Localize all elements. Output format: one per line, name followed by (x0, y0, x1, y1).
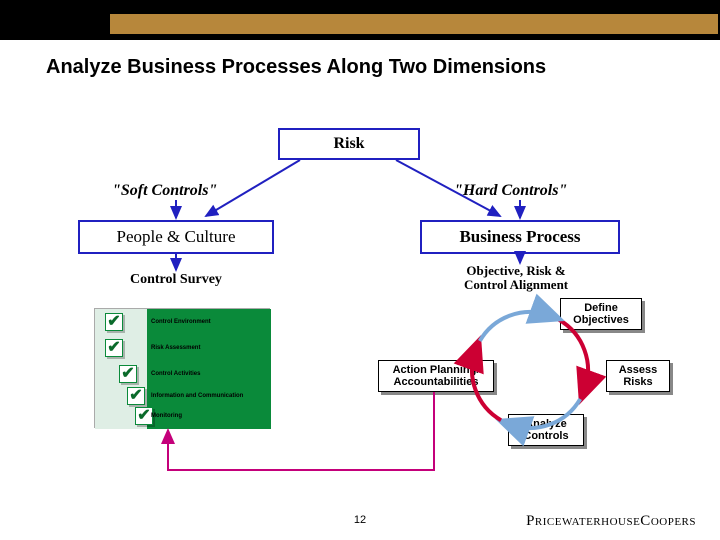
hard-controls-text: "Hard Controls" (454, 182, 567, 199)
orc-line1: Objective, Risk & (466, 263, 565, 278)
coso-item-label: Risk Assessment (151, 345, 200, 351)
coso-item-label: Control Activities (151, 371, 200, 377)
connectors-svg (0, 0, 720, 540)
risk-label: Risk (333, 135, 364, 153)
people-culture-label: People & Culture (117, 227, 236, 247)
orc-alignment-label: Objective, Risk & Control Alignment (464, 264, 568, 293)
check-icon: ✔ (119, 365, 137, 383)
business-process-box: Business Process (420, 220, 620, 254)
header-band (0, 0, 720, 40)
check-icon: ✔ (105, 339, 123, 357)
coso-item-label: Control Environment (151, 319, 211, 325)
control-survey-label: Control Survey (130, 272, 222, 288)
coso-graphic: ✔ Control Environment ✔ Risk Assessment ✔ Con… (94, 308, 270, 428)
cycle-assess-risks: AssessRisks (606, 360, 670, 392)
business-process-label: Business Process (459, 227, 580, 247)
cycle-define-objectives: DefineObjectives (560, 298, 642, 330)
check-icon: ✔ (127, 387, 145, 405)
hard-controls-heading: "Hard Controls" (454, 182, 567, 200)
page-title: Analyze Business Processes Along Two Dim… (46, 56, 546, 79)
page-number: 12 (354, 514, 366, 526)
orc-line2: Control Alignment (464, 277, 568, 292)
soft-controls-heading: "Soft Controls" (112, 182, 217, 200)
brand-footer: PricewaterhouseCoopers (526, 513, 696, 530)
risk-box: Risk (278, 128, 420, 160)
cycle-analyze-controls: AnalyzeControls (508, 414, 584, 446)
coso-right-panel (147, 309, 271, 429)
check-icon: ✔ (105, 313, 123, 331)
soft-controls-text: "Soft Controls" (112, 182, 217, 199)
cycle-action-planning: Action Planning/Accountabilities (378, 360, 494, 392)
coso-item-label: Monitoring (151, 413, 182, 419)
people-culture-box: People & Culture (78, 220, 274, 254)
control-survey-text: Control Survey (130, 272, 222, 287)
coso-item-label: Information and Communication (151, 393, 243, 399)
